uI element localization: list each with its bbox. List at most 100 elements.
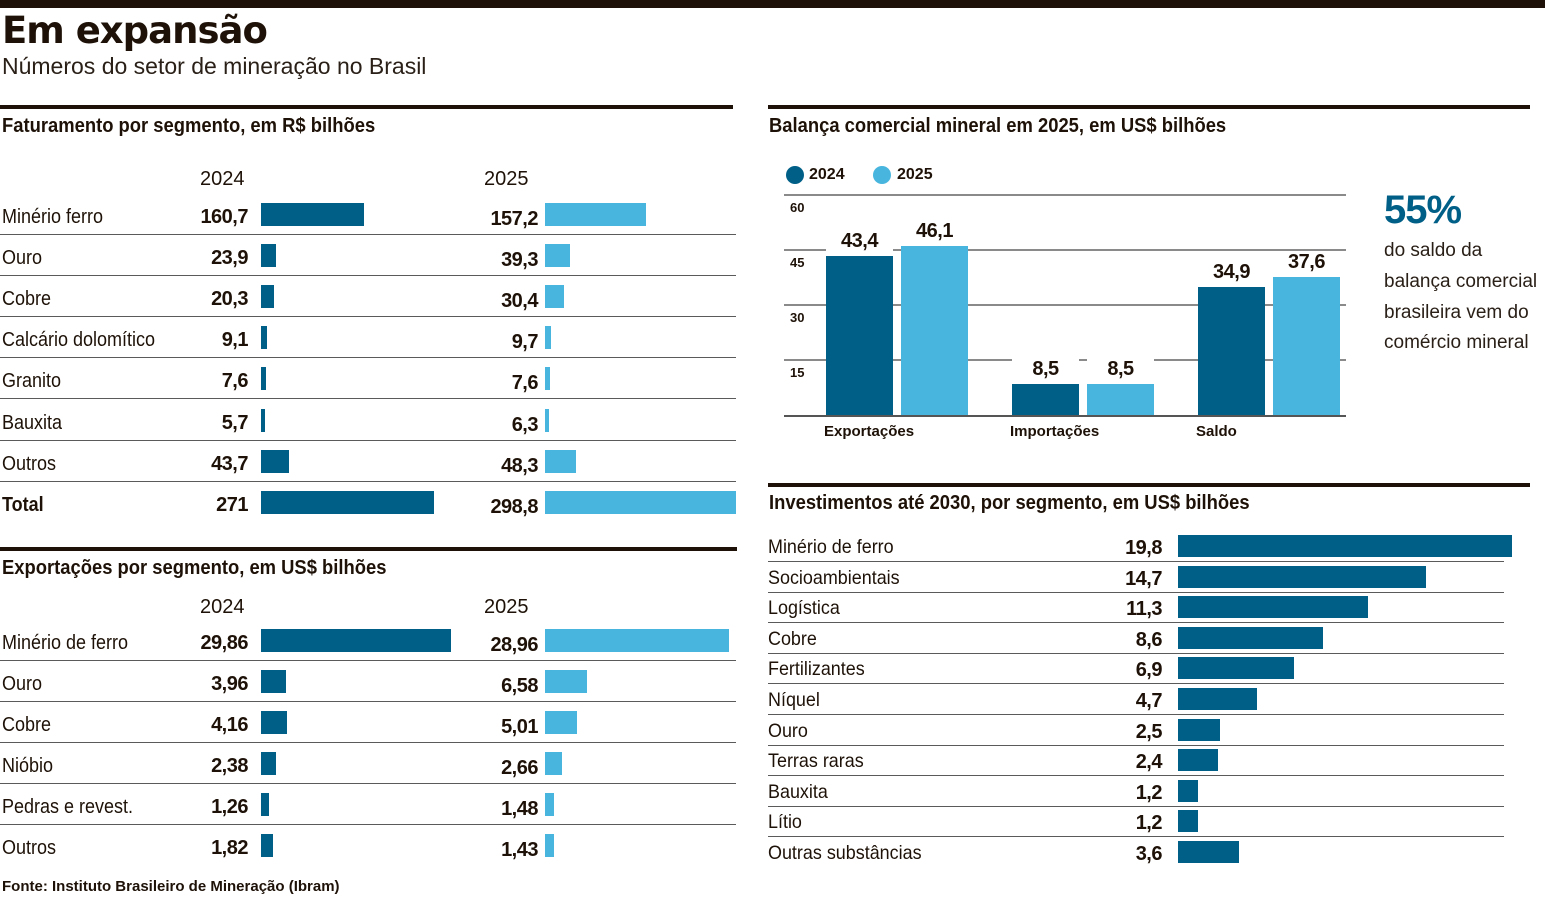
row-label: Lítio: [768, 811, 802, 834]
row-label: Cobre: [2, 714, 52, 736]
x-axis-line: [784, 415, 1346, 417]
bar-value-label: 43,4: [826, 229, 893, 252]
row-divider: [0, 480, 736, 482]
row-label: Total: [2, 493, 44, 516]
row-divider: [0, 357, 736, 359]
row-value: 2,4: [1135, 751, 1163, 774]
bar: [1178, 596, 1369, 619]
value-2024: 271: [216, 493, 248, 516]
row-divider: [768, 805, 1504, 807]
value-2024: 3,96: [211, 673, 248, 695]
row-divider: [0, 234, 736, 235]
value-2025: 2,66: [501, 757, 538, 779]
value-2025: 6,58: [501, 675, 538, 697]
row-value: 11,3: [1126, 598, 1162, 621]
row-divider: [768, 622, 1504, 624]
y-tick-label: 60: [790, 199, 805, 215]
row-value: 8,6: [1135, 628, 1163, 651]
bar: [1178, 657, 1295, 680]
bar-2025: [1273, 277, 1340, 415]
bar-2025: [545, 793, 555, 816]
bar: [1178, 749, 1219, 772]
row-divider: [768, 652, 1504, 654]
bar-2025: [545, 285, 565, 309]
value-2024: 20,3: [211, 288, 248, 311]
y-tick-label: 30: [790, 309, 805, 325]
x-category-label: Importações: [1010, 423, 1100, 440]
value-2025: 9,7: [511, 331, 539, 354]
bar-value-label: 8,5: [1087, 357, 1154, 380]
bar: [1178, 626, 1323, 649]
legend-dot-2025: [873, 166, 891, 184]
row-label: Terras raras: [768, 750, 864, 773]
bar-value-label: 8,5: [1012, 357, 1079, 380]
row-label: Ouro: [2, 247, 43, 270]
value-2025: 39,3: [501, 249, 538, 272]
value-2025: 48,3: [501, 454, 538, 477]
value-2025: 30,4: [501, 290, 538, 313]
row-divider: [0, 439, 736, 441]
row-label: Cobre: [2, 288, 52, 311]
callout-text: do saldo da balança comercial brasileira…: [1384, 240, 1538, 354]
year-header-2025-exp: 2025: [484, 596, 529, 618]
bar-2025: [1087, 383, 1154, 415]
bar-2025: [545, 752, 562, 775]
bar-2025: [545, 367, 550, 391]
bar: [1178, 718, 1221, 741]
bar-2024: [261, 326, 267, 350]
value-2024: 5,7: [221, 411, 249, 434]
value-2025: 6,3: [511, 413, 539, 436]
bar-value-label: 37,6: [1273, 251, 1340, 273]
bar-2024: [261, 752, 277, 775]
value-2024: 9,1: [221, 329, 249, 352]
value-2024: 1,26: [211, 796, 248, 818]
bar-2024: [1012, 383, 1079, 415]
year-header-2024-exp: 2024: [200, 596, 245, 618]
row-divider: [0, 701, 736, 702]
bar-value-label: 46,1: [901, 219, 968, 242]
legend-label-2024: 2024: [809, 166, 845, 183]
section-rule-faturamento: [0, 105, 733, 109]
value-2025: 1,43: [501, 839, 538, 861]
value-2025: 7,6: [511, 372, 539, 395]
bar-2025: [545, 408, 550, 432]
x-category-label: Exportações: [824, 423, 915, 440]
value-2025: 28,96: [490, 634, 538, 656]
section-title-balanca: Balança comercial mineral em 2025, em US…: [769, 115, 1227, 137]
bar-2024: [261, 449, 289, 473]
row-value: 6,9: [1135, 659, 1163, 682]
bar: [1178, 535, 1512, 557]
value-2025: 157,2: [490, 208, 538, 230]
top-border: [0, 0, 1545, 8]
bar: [1178, 841, 1239, 863]
row-divider: [768, 744, 1504, 746]
row-divider: [0, 824, 736, 825]
bar-2025: [545, 449, 576, 473]
page-title: Em expansão: [2, 9, 268, 52]
section-rule-investimentos: [768, 483, 1530, 487]
row-label: Minério ferro: [2, 206, 104, 228]
bar-2024: [261, 285, 274, 309]
row-label: Outros: [2, 452, 57, 475]
bar-2024: [261, 834, 273, 857]
gridline: [784, 193, 1346, 196]
value-2024: 29,86: [200, 632, 248, 654]
row-label: Níquel: [768, 689, 820, 711]
value-2024: 4,16: [211, 714, 248, 736]
gridline: [784, 248, 1346, 251]
section-rule-balanca: [768, 105, 1530, 109]
row-label: Granito: [2, 370, 62, 393]
bar-2024: [261, 793, 269, 816]
row-value: 3,6: [1135, 843, 1163, 865]
value-2025: 298,8: [490, 495, 538, 518]
row-divider: [0, 660, 736, 661]
gridline: [784, 303, 1346, 306]
bar-2024: [261, 244, 277, 268]
value-2024: 160,7: [200, 206, 248, 228]
row-divider: [768, 714, 1504, 715]
section-title-faturamento: Faturamento por segmento, em R$ bilhões: [2, 115, 376, 137]
legend-dot-2024: [786, 166, 804, 184]
row-divider: [768, 591, 1504, 593]
bar-2024: [261, 629, 451, 652]
bar-2025: [901, 245, 968, 415]
